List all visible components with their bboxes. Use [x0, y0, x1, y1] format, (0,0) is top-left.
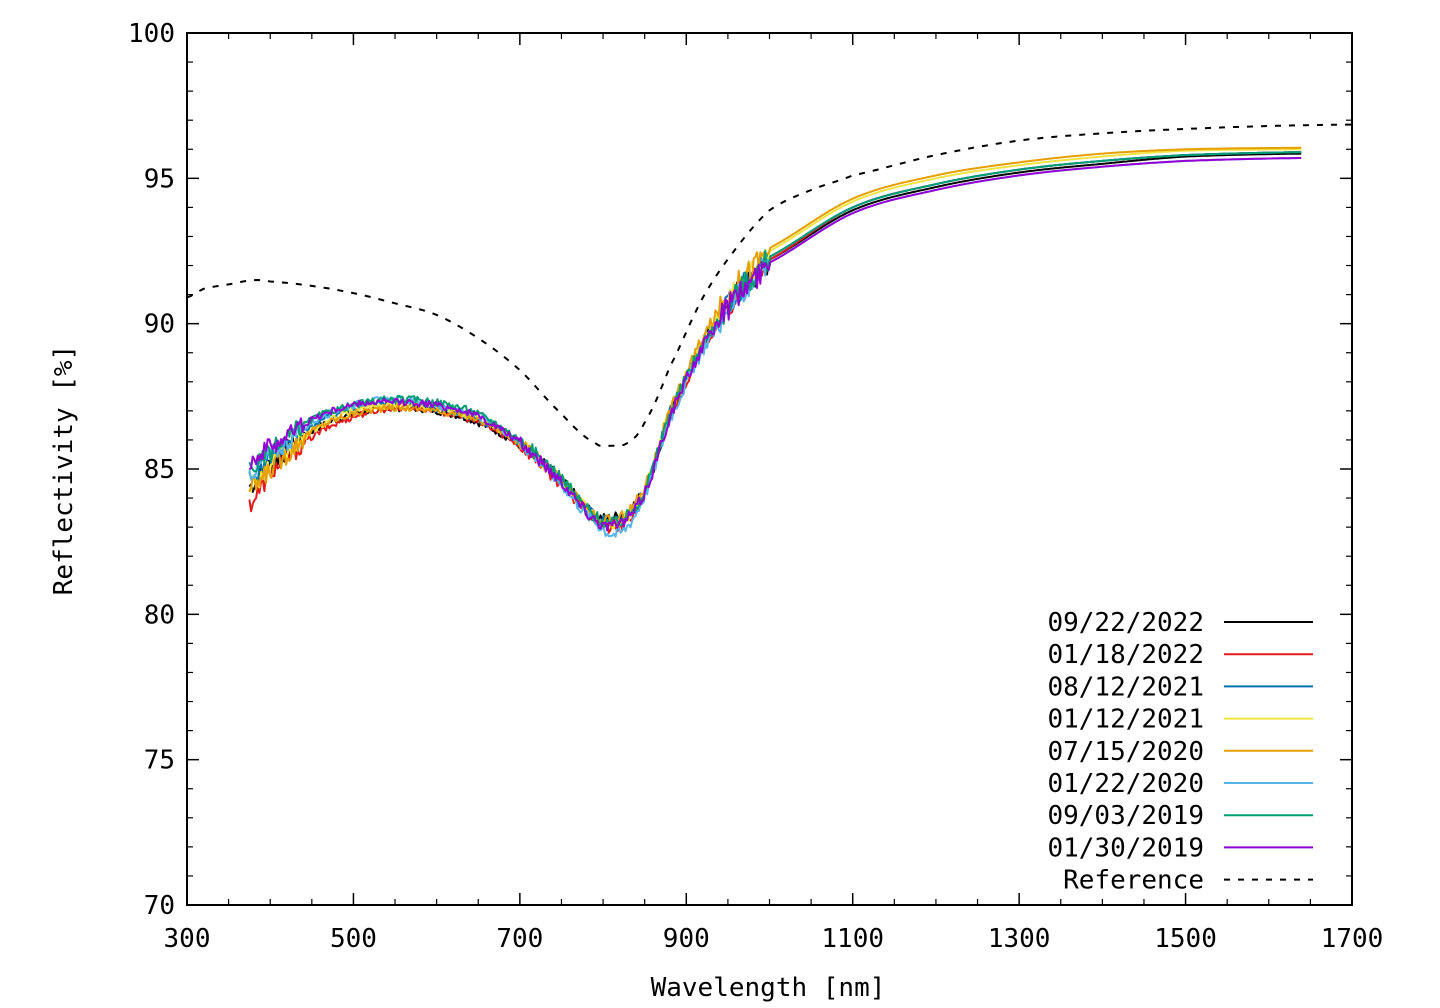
legend-label: 09/03/2019	[1047, 801, 1204, 831]
x-tick-label: 1100	[821, 924, 884, 954]
series-line-07-15-2020	[248, 146, 1302, 528]
y-tick-label: 95	[144, 164, 175, 194]
legend-label: 08/12/2021	[1047, 672, 1204, 702]
legend-label: 01/18/2022	[1047, 640, 1204, 670]
x-tick-label: 1300	[988, 924, 1051, 954]
y-tick-label: 70	[144, 891, 175, 921]
series-line-01-30-2019	[248, 157, 1302, 532]
legend-label: 01/12/2021	[1047, 705, 1204, 735]
series-layer	[186, 123, 1352, 538]
series-line-01-12-2021	[248, 148, 1302, 530]
x-tick-label: 900	[663, 924, 710, 954]
x-tick-label: 300	[164, 924, 211, 954]
y-axis-label: Reflectivity [%]	[49, 345, 79, 595]
plot-frame	[186, 32, 1353, 906]
y-tick-label: 90	[144, 310, 175, 340]
x-axis-label: Wavelength [nm]	[651, 973, 886, 1003]
y-tick-label: 75	[144, 746, 175, 776]
legend-label: Reference	[1063, 866, 1204, 896]
legend-label: 01/22/2020	[1047, 769, 1204, 799]
legend-label: 01/30/2019	[1047, 833, 1204, 863]
labels-layer: 300 500 700 900 1100 1300 1500 1700 70 75 80 85 90 95…	[128, 19, 1383, 954]
y-tick-label: 100	[128, 19, 175, 49]
legend: 09/22/202201/18/202208/12/202101/12/2021…	[1047, 608, 1313, 896]
legend-label: 09/22/2022	[1047, 608, 1204, 638]
y-tick-label: 80	[144, 600, 175, 630]
x-tick-label: 700	[496, 924, 543, 954]
x-tick-label: 500	[330, 924, 377, 954]
x-tick-label: 1500	[1154, 924, 1217, 954]
x-tick-label: 1700	[1321, 924, 1384, 954]
y-tick-label: 85	[144, 455, 175, 485]
series-line-Reference	[186, 123, 1352, 448]
legend-label: 07/15/2020	[1047, 737, 1204, 767]
